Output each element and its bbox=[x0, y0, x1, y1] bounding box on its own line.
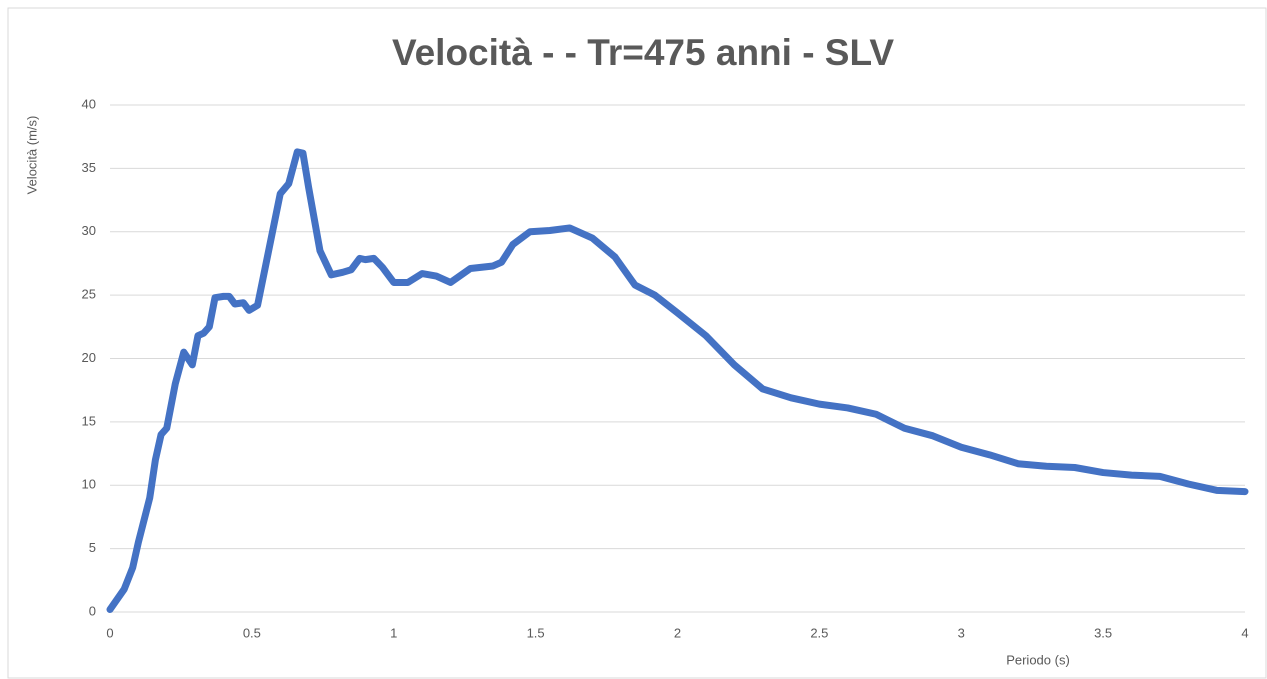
y-tick-label: 10 bbox=[82, 477, 96, 492]
y-tick-label: 25 bbox=[82, 287, 96, 302]
x-tick-label: 3 bbox=[958, 625, 965, 640]
x-tick-label: 1.5 bbox=[527, 625, 545, 640]
y-axis-label: Velocità (m/s) bbox=[24, 116, 39, 195]
x-tick-label: 0.5 bbox=[243, 625, 261, 640]
y-tick-label: 5 bbox=[89, 540, 96, 555]
x-tick-label: 4 bbox=[1241, 625, 1248, 640]
x-tick-label: 2 bbox=[674, 625, 681, 640]
y-tick-label: 15 bbox=[82, 413, 96, 428]
x-tick-label: 0 bbox=[106, 625, 113, 640]
y-tick-label: 30 bbox=[82, 223, 96, 238]
line-series bbox=[106, 148, 1249, 613]
x-tick-label: 3.5 bbox=[1094, 625, 1112, 640]
y-tick-label: 40 bbox=[82, 96, 96, 111]
y-tick-label: 0 bbox=[89, 603, 96, 618]
x-tick-label: 2.5 bbox=[810, 625, 828, 640]
y-tick-label: 35 bbox=[82, 160, 96, 175]
y-tick-label: 20 bbox=[82, 350, 96, 365]
x-tick-label: 1 bbox=[390, 625, 397, 640]
chart-border bbox=[7, 7, 1267, 679]
x-axis-label: Periodo (s) bbox=[1006, 652, 1070, 667]
chart-title: Velocità - - Tr=475 anni - SLV bbox=[392, 32, 894, 73]
